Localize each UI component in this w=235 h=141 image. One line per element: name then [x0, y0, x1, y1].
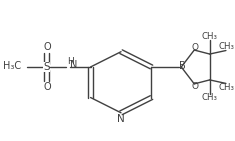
Text: O: O: [192, 43, 199, 52]
Text: N: N: [117, 114, 125, 124]
Text: B: B: [179, 61, 186, 70]
Text: O: O: [44, 42, 51, 52]
Text: S: S: [43, 62, 50, 72]
Text: CH₃: CH₃: [202, 93, 218, 102]
Text: CH₃: CH₃: [219, 42, 235, 51]
Text: CH₃: CH₃: [219, 83, 235, 92]
Text: O: O: [192, 82, 199, 91]
Text: O: O: [44, 82, 51, 92]
Text: H₃C: H₃C: [3, 61, 21, 71]
Text: H: H: [67, 57, 74, 66]
Text: N: N: [70, 60, 78, 70]
Text: CH₃: CH₃: [202, 32, 218, 41]
